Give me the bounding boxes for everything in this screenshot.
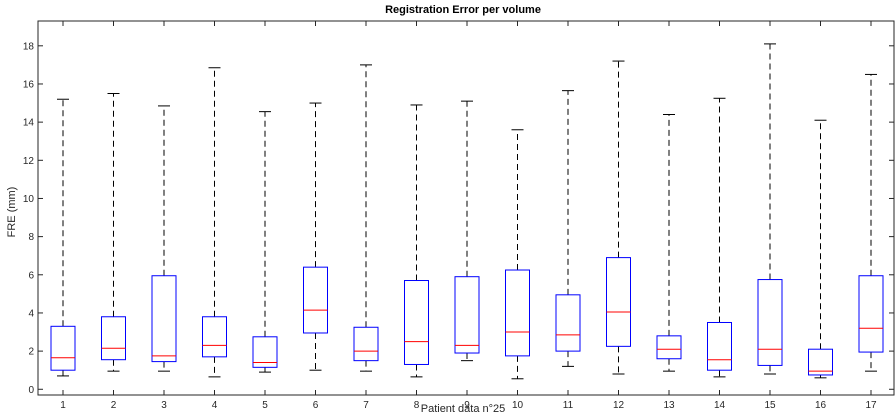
y-tick-label: 6: [28, 270, 34, 281]
box-iqr: [404, 280, 429, 365]
x-tick-label: 7: [363, 400, 369, 411]
x-tick-label: 17: [865, 400, 877, 411]
box-iqr: [808, 348, 833, 376]
chart-title: Registration Error per volume: [385, 4, 541, 16]
x-axis-label: Patient data n°25: [421, 403, 506, 415]
box-iqr: [757, 279, 783, 366]
plot-frame: [37, 20, 895, 396]
x-tick-label: 6: [313, 400, 319, 411]
y-tick-label: 8: [28, 232, 34, 243]
box-iqr: [454, 276, 480, 354]
x-tick-label: 12: [613, 400, 625, 411]
y-tick-label: 18: [23, 41, 35, 52]
y-tick-label: 16: [23, 79, 35, 90]
box-iqr: [606, 257, 631, 347]
x-tick-label: 14: [714, 400, 726, 411]
x-tick-label: 2: [111, 400, 117, 411]
box-iqr: [252, 336, 278, 368]
y-axis-label: FRE (mm): [6, 187, 18, 238]
x-tick-label: 5: [262, 400, 268, 411]
x-tick-label: 11: [563, 400, 574, 411]
y-tick-label: 0: [28, 385, 34, 396]
box-iqr: [202, 316, 227, 358]
box-iqr: [101, 316, 126, 361]
x-tick-label: 15: [764, 400, 776, 411]
x-tick-label: 1: [60, 400, 66, 411]
box-iqr: [353, 326, 379, 362]
y-tick-label: 10: [23, 194, 35, 205]
box-iqr: [303, 266, 328, 334]
y-tick-label: 4: [28, 308, 34, 319]
box-iqr: [707, 321, 732, 371]
x-tick-label: 9: [464, 400, 470, 411]
box-iqr: [555, 294, 581, 352]
box-iqr: [656, 335, 682, 360]
x-tick-label: 4: [212, 400, 218, 411]
x-tick-label: 10: [512, 400, 524, 411]
x-tick-label: 3: [161, 400, 167, 411]
x-tick-label: 16: [815, 400, 827, 411]
x-tick-label: 13: [663, 400, 675, 411]
box-iqr: [50, 325, 76, 371]
box-iqr: [505, 269, 530, 357]
y-tick-label: 2: [28, 347, 34, 358]
x-tick-label: 8: [414, 400, 420, 411]
y-tick-label: 12: [23, 156, 35, 167]
box-iqr: [151, 275, 177, 363]
box-iqr: [858, 275, 884, 353]
y-tick-label: 14: [23, 118, 35, 129]
